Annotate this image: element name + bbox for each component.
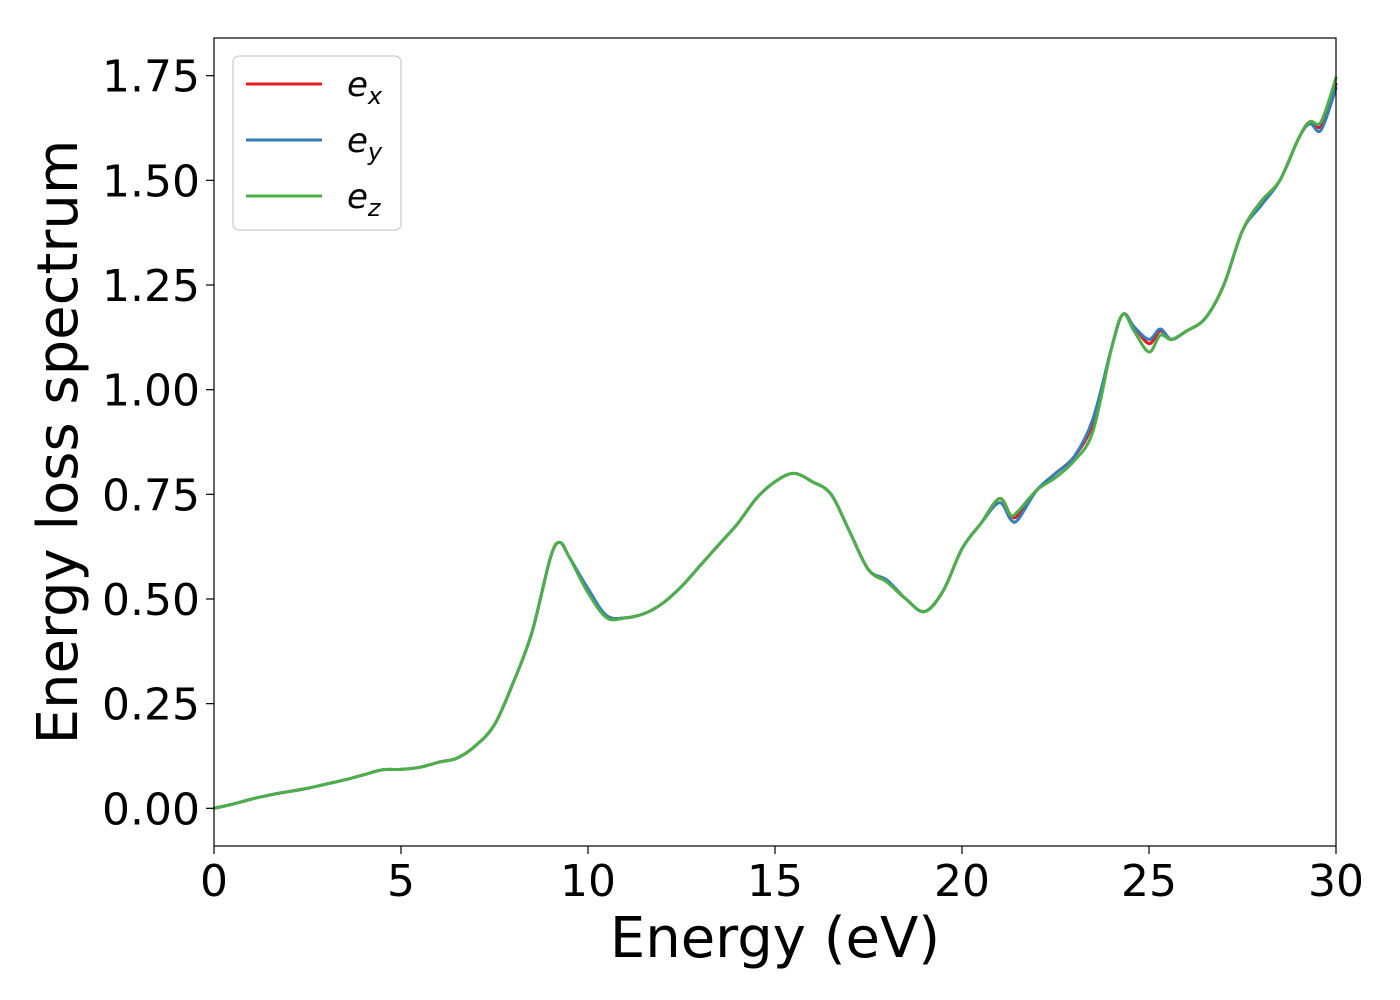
y-tick-label: 0.00 <box>102 784 200 835</box>
x-axis-ticks: 0 5 10 15 20 25 30 <box>200 846 1364 907</box>
x-tick-label: 20 <box>934 856 990 907</box>
series-line-e-z <box>212 76 1338 810</box>
x-axis-title: Energy (eV) <box>610 906 940 971</box>
y-tick-label: 1.25 <box>102 261 200 312</box>
x-tick-label: 5 <box>387 856 415 907</box>
legend-label-subscript: y <box>367 138 383 166</box>
x-tick-label: 15 <box>747 856 803 907</box>
legend-label-subscript: z <box>367 194 382 222</box>
x-tick-label: 25 <box>1121 856 1177 907</box>
y-axis-ticks: 0.00 0.25 0.50 0.75 1.00 1.25 1.50 1.75 <box>102 52 214 835</box>
y-tick-label: 0.50 <box>102 575 200 626</box>
y-tick-label: 1.50 <box>102 156 200 207</box>
y-tick-label: 1.75 <box>102 52 200 103</box>
legend-label-subscript: x <box>367 82 383 110</box>
legend-label-e-x: ex <box>347 65 383 110</box>
x-tick-label: 10 <box>560 856 616 907</box>
y-tick-label: 0.75 <box>102 470 200 521</box>
series-layer <box>212 76 1338 810</box>
y-axis-title: Energy loss spectrum <box>26 140 91 745</box>
x-tick-label: 30 <box>1308 856 1364 907</box>
x-tick-label: 0 <box>200 856 228 907</box>
legend-label-e-y: ey <box>347 121 383 166</box>
legend-box <box>232 55 402 231</box>
y-tick-label: 0.25 <box>102 680 200 731</box>
y-tick-label: 1.00 <box>102 366 200 417</box>
